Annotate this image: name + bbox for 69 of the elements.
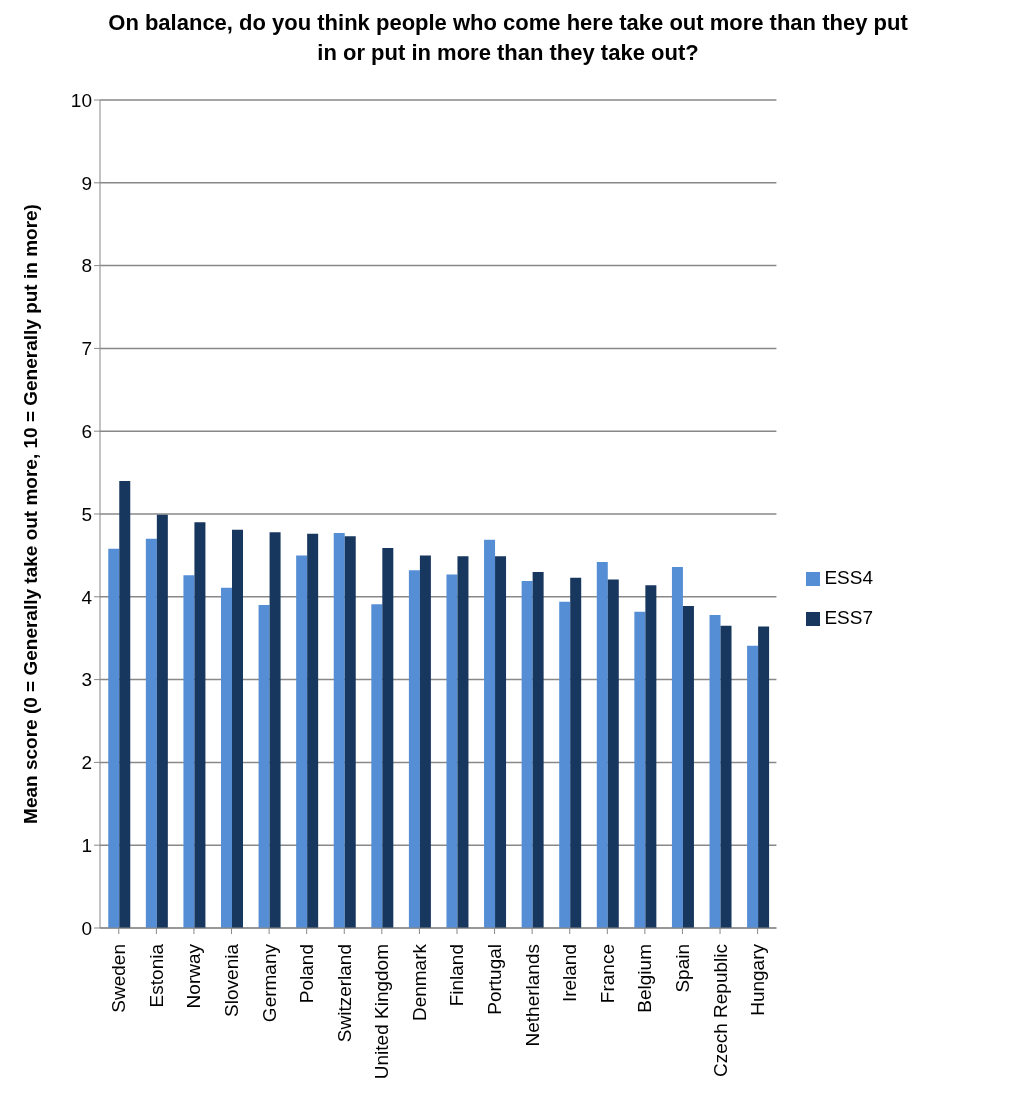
bar <box>382 547 394 928</box>
x-tick-label: Finland <box>446 944 468 1007</box>
bar <box>194 522 206 928</box>
x-tick-label: Czech Republic <box>709 944 731 1078</box>
y-tick-label: 7 <box>81 338 92 360</box>
x-tick-label: Norway <box>183 943 205 1009</box>
bar <box>446 574 458 928</box>
y-tick-label: 5 <box>81 503 92 525</box>
x-tick-label: Denmark <box>408 943 430 1022</box>
x-tick-label: Spain <box>671 944 693 993</box>
bar <box>532 571 544 928</box>
bar <box>645 585 657 928</box>
x-tick-label: Slovenia <box>221 943 243 1017</box>
bar <box>344 536 356 928</box>
y-tick-label: 1 <box>81 834 92 856</box>
bar <box>634 611 646 928</box>
x-tick-label: France <box>596 944 618 1004</box>
bar <box>307 533 319 928</box>
y-tick-label: 2 <box>81 752 92 774</box>
bar <box>671 566 683 928</box>
bar <box>747 645 759 928</box>
bar <box>607 579 619 928</box>
bar <box>596 562 608 928</box>
bar <box>119 480 131 928</box>
bar <box>484 539 496 928</box>
bar <box>682 605 694 928</box>
x-tick-label: Poland <box>296 944 318 1004</box>
legend-label: ESS4 <box>824 567 873 588</box>
bar <box>371 604 383 928</box>
x-tick-label: Portugal <box>484 944 506 1015</box>
y-tick-label: 0 <box>81 917 92 939</box>
bar <box>156 514 168 928</box>
bar <box>221 587 232 928</box>
chart-title: On balance, do you think people who come here take out more than they put in or put in more than they take out? <box>107 9 909 67</box>
bar <box>457 556 469 928</box>
y-axis-title: Mean score (0 = Generally take out more, 10 = Generally put in more) <box>19 204 41 824</box>
bar <box>269 532 281 928</box>
bar <box>419 555 431 928</box>
x-tick-label: Germany <box>258 943 280 1023</box>
bar <box>408 570 420 928</box>
bar <box>495 556 507 928</box>
bar <box>559 601 571 928</box>
x-tick-label: Switzerland <box>333 944 355 1043</box>
legend-label: ESS7 <box>824 607 873 628</box>
y-tick-label: 8 <box>81 255 92 277</box>
bar <box>232 529 243 928</box>
bar <box>108 548 120 928</box>
x-tick-label: United Kingdom <box>371 944 393 1080</box>
y-tick-label: 3 <box>81 669 92 691</box>
bar <box>570 577 582 928</box>
x-tick-label: Netherlands <box>521 944 543 1047</box>
bar <box>296 555 308 928</box>
bar <box>758 626 770 928</box>
x-tick-label: Sweden <box>108 944 130 1013</box>
x-tick-label: Belgium <box>634 944 656 1013</box>
bar <box>709 615 721 928</box>
bar <box>333 533 345 928</box>
bar <box>521 581 533 928</box>
bar <box>183 575 195 928</box>
x-tick-label: Hungary <box>747 943 769 1016</box>
bar <box>145 538 157 928</box>
bar <box>258 605 270 928</box>
bar <box>720 625 732 928</box>
y-tick-label: 10 <box>70 89 92 111</box>
y-tick-label: 4 <box>81 586 93 608</box>
y-tick-label: 6 <box>81 420 92 442</box>
y-tick-label: 9 <box>81 172 92 194</box>
x-tick-label: Ireland <box>559 944 581 1003</box>
x-tick-label: Estonia <box>145 943 167 1008</box>
